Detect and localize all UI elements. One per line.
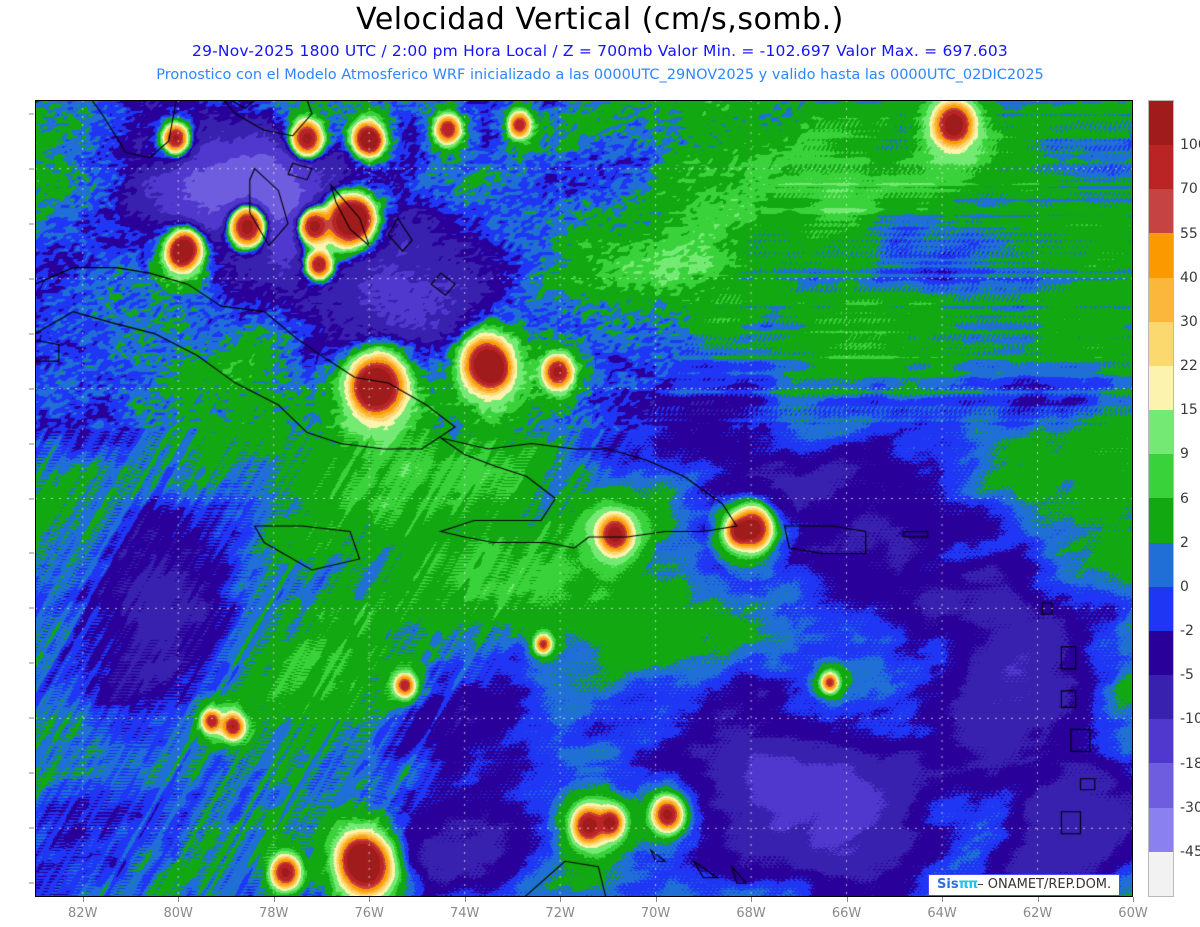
colorbar-tick-label: -18 [1180, 755, 1200, 772]
watermark-sis-text: Sis [937, 877, 959, 892]
colorbar-tick-label: 70 [1180, 181, 1198, 198]
y-tick-mark [29, 443, 34, 445]
chart-header: Velocidad Vertical (cm/s,somb.) 29-Nov-2… [0, 0, 1200, 96]
colorbar-tick-label: 100 [1180, 137, 1200, 154]
colorbar-band [1149, 454, 1173, 499]
colorbar-tick-label: 6 [1180, 490, 1189, 507]
x-tick-label: 76W [354, 906, 384, 921]
x-tick-mark [846, 897, 848, 902]
colorbar-tick-label: -45 [1180, 843, 1200, 860]
colorbar-tick-label: -10 [1180, 711, 1200, 728]
y-tick-mark [29, 772, 34, 774]
colorbar-tick-label: 22 [1180, 358, 1198, 374]
x-tick-mark [273, 897, 275, 902]
colorbar-tick-label: 9 [1180, 446, 1189, 463]
subtitle-line-2: Pronostico con el Modelo Atmosferico WRF… [156, 67, 1044, 83]
colorbar-band [1149, 365, 1173, 411]
y-tick-mark [29, 552, 34, 554]
x-tick-mark [1037, 897, 1039, 902]
watermark-agency-text: – ONAMET/REP.DOM. [977, 877, 1112, 892]
x-tick-label: 66W [831, 906, 862, 921]
y-tick-mark [29, 388, 34, 390]
colorbar-tick-label: -30 [1180, 799, 1200, 816]
page-title: Velocidad Vertical (cm/s,somb.) [356, 2, 844, 37]
y-tick-mark [29, 607, 34, 609]
watermark-onamet: Sisππ– ONAMET/REP.DOM. [928, 874, 1121, 896]
colorbar-tick-label: -2 [1180, 623, 1194, 639]
y-tick-mark [29, 333, 34, 335]
colorbar-band [1149, 630, 1173, 676]
x-tick-label: 74W [449, 906, 480, 921]
map-plot-area [35, 100, 1133, 897]
colorbar-band [1149, 410, 1173, 455]
colorbar-band [1149, 233, 1173, 278]
x-tick-label: 68W [736, 906, 766, 921]
colorbar-tick-label: 2 [1180, 534, 1189, 551]
colorbar-band [1149, 719, 1173, 764]
x-tick-mark [369, 897, 371, 902]
y-tick-mark [29, 882, 34, 884]
colorbar-band [1149, 277, 1173, 322]
colorbar-band [1149, 189, 1173, 234]
colorbar-tick-label: 15 [1180, 402, 1198, 419]
x-tick-mark [751, 897, 753, 902]
x-tick-label: 64W [927, 906, 957, 921]
colorbar-band [1149, 763, 1173, 808]
colorbar-tick-label: 0 [1180, 578, 1189, 595]
x-tick-label: 82W [68, 906, 98, 921]
x-tick-label: 70W [640, 906, 671, 921]
colorbar-band [1149, 321, 1173, 366]
vertical-velocity-heatmap [35, 100, 1133, 897]
y-tick-mark [29, 662, 34, 664]
colorbar-band [1149, 586, 1173, 631]
x-tick-mark [1133, 897, 1134, 902]
x-tick-mark [942, 897, 944, 902]
colorbar-band [1149, 675, 1173, 720]
colorbar-band [1149, 851, 1173, 896]
x-tick-label: 80W [163, 906, 193, 921]
colorbar-tick-label: 40 [1180, 269, 1198, 286]
y-tick-mark [29, 827, 34, 829]
x-tick-mark [82, 897, 84, 902]
colorbar-tick-label: -5 [1180, 667, 1194, 684]
subtitle-line-1: 29-Nov-2025 1800 UTC / 2:00 pm Hora Loca… [192, 42, 1008, 60]
x-tick-mark [655, 897, 657, 902]
colorbar-tick-label: 30 [1180, 313, 1198, 330]
watermark-tt-logo: ππ [958, 877, 979, 892]
colorbar-band [1149, 101, 1173, 146]
x-tick-label: 72W [545, 906, 575, 921]
y-tick-mark [29, 717, 34, 719]
colorbar-legend [1148, 100, 1174, 897]
colorbar-band [1149, 542, 1173, 587]
x-tick-mark [560, 897, 562, 902]
y-tick-mark [29, 168, 34, 170]
y-tick-mark [29, 223, 34, 225]
colorbar-tick-label: 55 [1180, 225, 1198, 242]
x-tick-mark [178, 897, 180, 902]
y-tick-mark [29, 498, 34, 499]
colorbar-band [1149, 807, 1173, 852]
colorbar-band [1149, 145, 1173, 190]
colorbar-band [1149, 498, 1173, 543]
y-tick-mark [29, 113, 34, 115]
x-tick-mark [464, 897, 466, 902]
x-tick-label: 78W [258, 906, 289, 921]
y-tick-mark [29, 278, 34, 280]
x-tick-label: 60W [1118, 906, 1148, 921]
x-tick-label: 62W [1022, 906, 1053, 921]
